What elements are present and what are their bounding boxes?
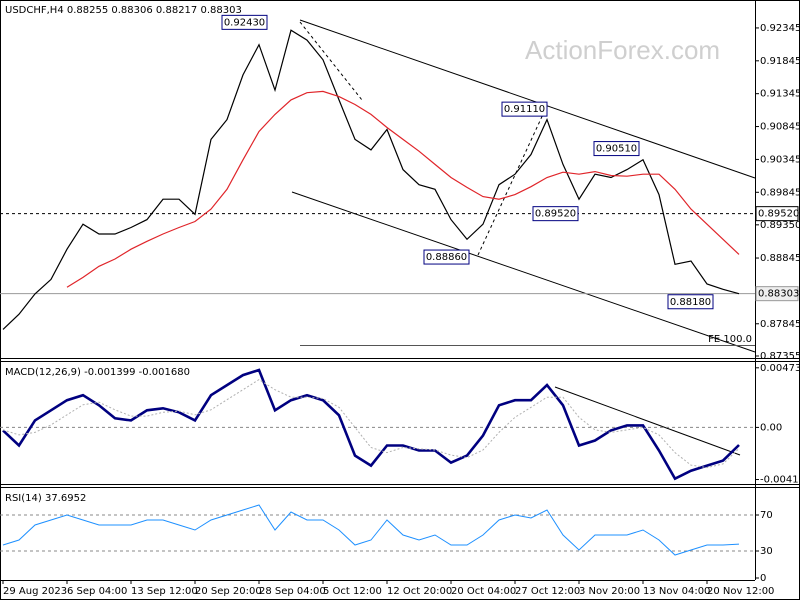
x-tick-label: 20 Nov 12:00 <box>707 586 774 597</box>
annotation-label: 0.88860 <box>426 252 467 263</box>
series-line <box>2 368 740 481</box>
x-tick-label: 20 Sep 20:00 <box>195 586 262 597</box>
level-label: 0.89520 <box>758 209 799 220</box>
y-tick-label: 0.88845 <box>760 253 800 264</box>
annotation-label: 0.91110 <box>504 104 545 115</box>
series-line <box>66 90 740 288</box>
x-tick-label: 27 Oct 12:00 <box>515 586 580 597</box>
annotation-box <box>221 14 268 30</box>
level-label-box <box>755 286 799 302</box>
x-tick-label: 20 Oct 04:00 <box>451 586 516 597</box>
y-tick-label: 70 <box>760 510 773 521</box>
annotation-box <box>501 101 548 117</box>
level-label-box <box>755 206 799 222</box>
series-line <box>2 29 740 330</box>
y-tick-label: 0.91845 <box>760 56 800 67</box>
x-tick-label: 3 Nov 20:00 <box>579 586 640 597</box>
x-tick-label: 6 Sep 04:00 <box>67 586 127 597</box>
y-tick-label: 0.89845 <box>760 187 800 198</box>
x-tick-label: 12 Oct 20:00 <box>387 586 452 597</box>
y-tick-label: 0.004738 <box>760 363 800 374</box>
x-tick-label: 28 Sep 04:00 <box>259 586 326 597</box>
y-tick-label: 0.87355 <box>760 351 800 362</box>
y-tick-label: 30 <box>760 546 773 557</box>
fe-label: FE 100.0 <box>708 334 752 345</box>
x-tick-label: 5 Oct 12:00 <box>323 586 382 597</box>
x-tick-label: 29 Aug 2023 <box>3 586 67 597</box>
wave-line <box>299 21 363 101</box>
y-tick-label: 0.87845 <box>760 319 800 330</box>
panel-title: MACD(12,26,9) -0.001399 -0.001680 <box>5 367 190 378</box>
annotation-box <box>593 141 640 157</box>
series-line <box>2 504 740 556</box>
y-tick-label: 0.90845 <box>760 122 800 133</box>
annotation-box <box>667 294 714 310</box>
annotation-label: 0.92430 <box>224 17 265 28</box>
x-tick-label: 13 Nov 04:00 <box>643 586 710 597</box>
annotation-label: 0.89520 <box>535 209 576 220</box>
series-line <box>2 379 740 469</box>
y-tick-label: 0.00 <box>760 422 782 433</box>
y-tick-label: 0.89350 <box>760 220 800 231</box>
level-label: 0.88303 <box>758 289 799 300</box>
y-tick-label: 0 <box>760 573 766 584</box>
wave-line <box>477 109 546 256</box>
annotation-box <box>532 206 579 222</box>
y-tick-label: 0.90345 <box>760 154 800 165</box>
y-tick-label: -0.004144 <box>760 475 800 486</box>
panel-title: RSI(14) 37.6952 <box>5 493 86 504</box>
panel-title: USDCHF,H4 0.88255 0.88306 0.88217 0.8830… <box>5 5 242 16</box>
channel-upper <box>299 19 756 179</box>
annotation-label: 0.90510 <box>596 144 637 155</box>
channel-lower <box>291 191 756 353</box>
macd-trendline <box>554 386 741 456</box>
watermark: ActionForex.com <box>525 35 720 65</box>
annotation-label: 0.88180 <box>670 297 711 308</box>
y-tick-label: 0.92345 <box>760 23 800 34</box>
y-tick-label: 0.91345 <box>760 89 800 100</box>
x-tick-label: 13 Sep 12:00 <box>131 586 198 597</box>
annotation-box <box>423 249 470 265</box>
